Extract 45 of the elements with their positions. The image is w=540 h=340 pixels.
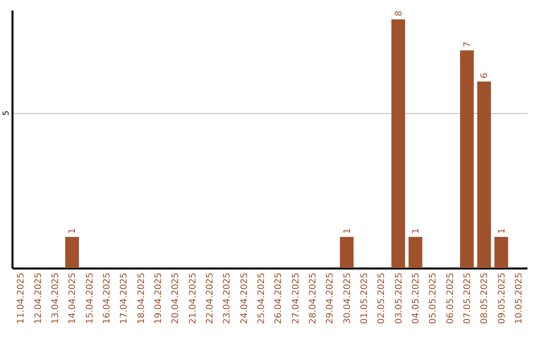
x-tick-label: 22.04.2025 xyxy=(205,272,216,324)
x-tick-label: 23.04.2025 xyxy=(222,272,233,324)
x-tick-label: 09.05.2025 xyxy=(497,272,508,324)
x-tick-label: 08.05.2025 xyxy=(480,272,490,324)
y-tick-label: 5 xyxy=(2,110,10,116)
x-tick-label: 04.05.2025 xyxy=(411,272,422,324)
bar xyxy=(494,236,508,268)
x-tick-label: 20.04.2025 xyxy=(171,272,182,324)
x-tick-label: 27.04.2025 xyxy=(291,272,302,324)
x-tick-label: 01.05.2025 xyxy=(360,272,370,324)
x-tick-label: 30.04.2025 xyxy=(342,272,353,324)
bar xyxy=(65,236,79,268)
x-tick-label: 13.04.2025 xyxy=(50,272,61,324)
x-tick-label: 29.04.2025 xyxy=(326,272,336,324)
x-tick-label: 15.04.2025 xyxy=(85,272,96,324)
data-label: 1 xyxy=(68,228,78,234)
x-tick-label: 06.05.2025 xyxy=(446,272,456,324)
x-tick-label: 07.05.2025 xyxy=(462,272,473,324)
x-tick-label: 28.04.2025 xyxy=(308,272,318,324)
data-label: 6 xyxy=(480,72,490,78)
x-tick-label: 10.05.2025 xyxy=(514,272,524,324)
x-tick-label: 19.04.2025 xyxy=(154,272,164,324)
x-tick-label: 26.04.2025 xyxy=(274,272,284,324)
bar xyxy=(408,236,422,268)
bar xyxy=(477,81,491,268)
bar xyxy=(340,236,354,268)
bar xyxy=(460,50,474,268)
data-label: 8 xyxy=(394,10,404,16)
x-tick-label: 17.04.2025 xyxy=(120,272,130,324)
x-tick-label: 02.05.2025 xyxy=(377,272,388,324)
x-tick-label: 16.04.2025 xyxy=(102,272,112,324)
x-tick-label: 11.04.2025 xyxy=(16,272,27,324)
data-label: 1 xyxy=(342,228,353,234)
x-tick-label: 05.05.2025 xyxy=(428,272,439,324)
x-tick-label: 12.04.2025 xyxy=(34,272,44,324)
x-tick-label: 21.04.2025 xyxy=(188,272,198,324)
bar xyxy=(391,19,406,268)
data-label: 1 xyxy=(411,228,422,234)
data-label: 1 xyxy=(497,228,508,234)
x-tick-label: 24.04.2025 xyxy=(240,272,250,324)
x-tick-label: 14.04.2025 xyxy=(68,272,78,324)
x-tick-label: 25.04.2025 xyxy=(256,272,267,324)
x-tick-label: 18.04.2025 xyxy=(136,272,147,324)
data-label: 7 xyxy=(462,42,473,48)
x-tick-label: 03.05.2025 xyxy=(394,272,404,324)
